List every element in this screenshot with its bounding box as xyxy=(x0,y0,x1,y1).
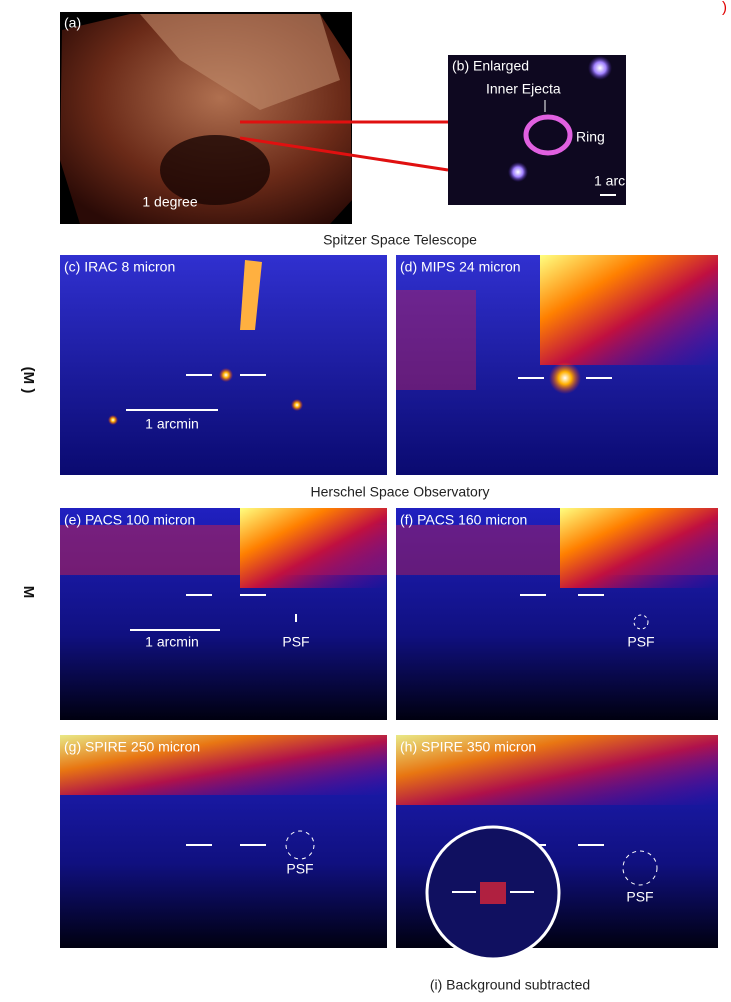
panel-label: (b) Enlarged xyxy=(452,58,529,74)
psf-label: PSF xyxy=(286,861,313,877)
scale-label: 1 degree xyxy=(142,194,197,210)
panel-label: (a) xyxy=(64,15,81,31)
panel-g: (g) SPIRE 250 micron PSF xyxy=(60,735,387,948)
panel-d: (d) MIPS 24 micron xyxy=(396,255,718,475)
panel-label: (g) SPIRE 250 micron xyxy=(64,739,200,755)
annotation: Inner Ejecta xyxy=(486,81,561,97)
panel-label: (e) PACS 100 micron xyxy=(64,512,195,528)
side-label: M xyxy=(20,586,37,599)
panel-f: (f) PACS 160 micron PSF xyxy=(396,508,718,720)
panel-c: (c) IRAC 8 micron 1 arcmin xyxy=(60,255,387,475)
side-label: (M ) xyxy=(20,367,37,394)
panel-e: (e) PACS 100 micron 1 arcmin PSF xyxy=(60,508,387,720)
section-heading: Herschel Space Observatory xyxy=(311,484,490,500)
section-heading: Spitzer Space Telescope xyxy=(323,232,477,248)
scale-label: 1 arcmin xyxy=(594,173,648,189)
panel-a: (a) 1 degree xyxy=(60,12,352,224)
panel-label: (c) IRAC 8 micron xyxy=(64,259,175,275)
psf-label: PSF xyxy=(627,634,654,650)
psf-label: PSF xyxy=(626,889,653,905)
corner-mark: ) xyxy=(722,0,727,16)
psf-label: PSF xyxy=(282,634,309,650)
panel-label: (h) SPIRE 350 micron xyxy=(400,739,536,755)
annotation: Ring xyxy=(576,129,605,145)
panel-b: (b) Enlarged Inner Ejecta Ring 1 arcmin xyxy=(448,55,648,205)
panel-h: (h) SPIRE 350 micron PSF xyxy=(396,735,718,961)
panel-label: (d) MIPS 24 micron xyxy=(400,259,521,275)
panel-label: (f) PACS 160 micron xyxy=(400,512,527,528)
panel-label: (i) Background subtracted xyxy=(430,977,590,993)
scale-label: 1 arcmin xyxy=(145,416,199,432)
scale-label: 1 arcmin xyxy=(145,634,199,650)
